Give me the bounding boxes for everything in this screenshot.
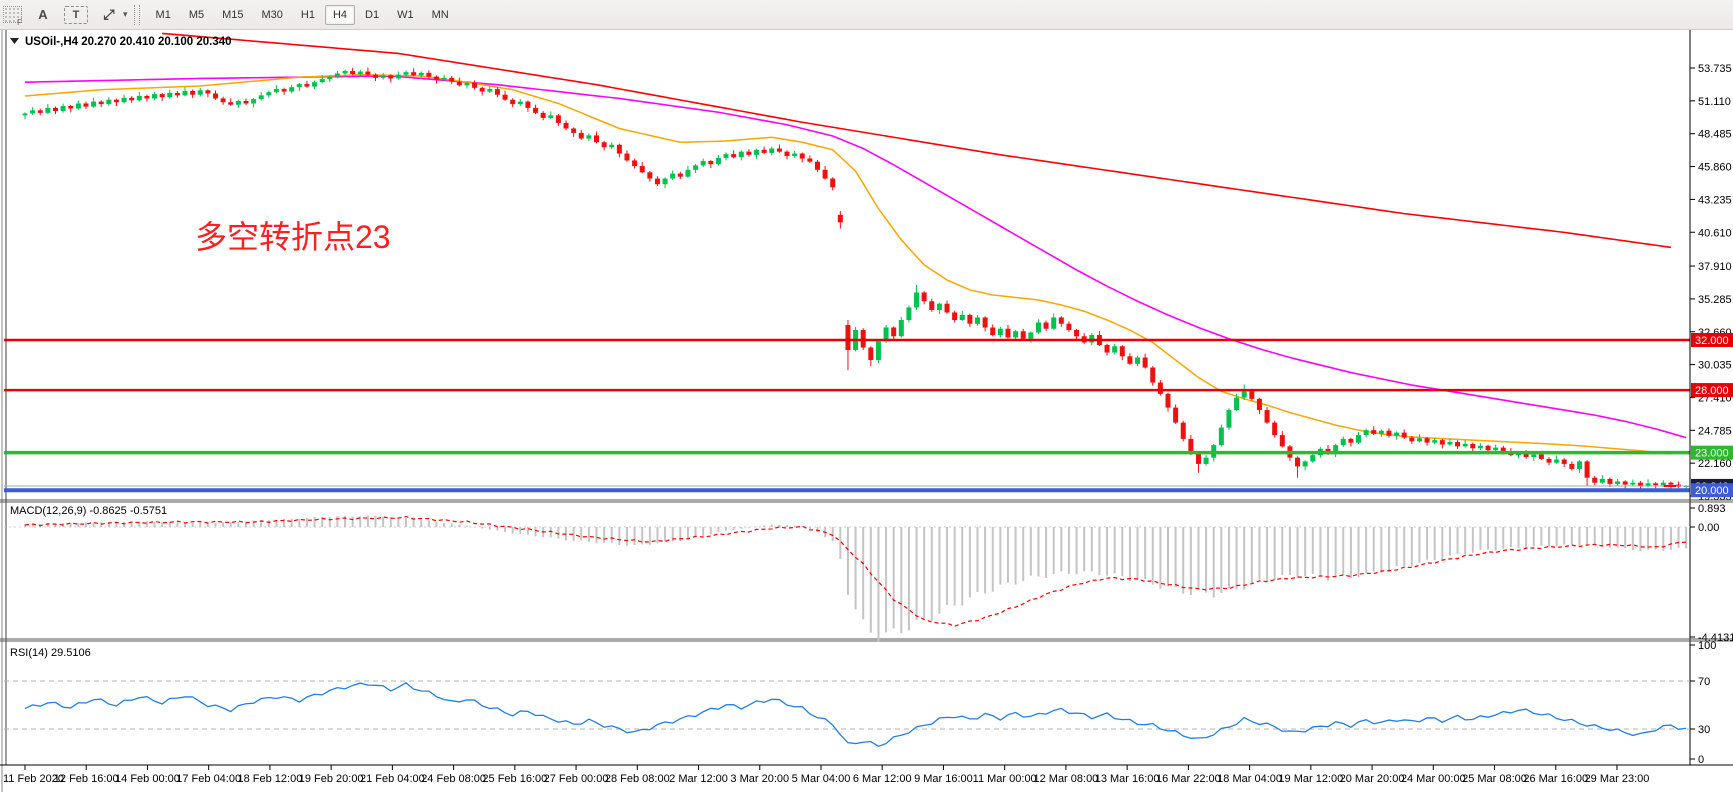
time-tick-label: 29 Mar 23:00 [1585,773,1650,785]
svg-text:24.785: 24.785 [1698,425,1732,437]
tf-button-W1[interactable]: W1 [397,8,414,21]
time-tick-label: 21 Feb 04:00 [360,773,425,785]
time-tick-label: 12 Mar 08:00 [1033,773,1098,785]
toolbar-grip[interactable] [133,4,140,25]
price-axis: 53.735 51.110 48.485 45.860 43.235 40.610 37.9… [1689,30,1733,765]
time-tick-label: 19 Mar 12:00 [1278,773,1343,785]
time-tick-label: 28 Feb 08:00 [605,773,670,785]
toolbar: F A T ⤢ ▾ M1 M5 M15 M30 H1 H4 D1 W1 MN [0,0,1733,30]
rsi-label: RSI(14) 29.5106 [10,647,91,659]
time-tick-label: 12 Feb 16:00 [54,773,119,785]
hline-axis-label: 32.000 [1695,335,1729,347]
time-tick-label: 14 Feb 00:00 [115,773,180,785]
time-tick-label: 18 Feb 12:00 [237,773,302,785]
annotation-text[interactable]: 多空转折点23 [195,219,391,255]
svg-text:30: 30 [1698,724,1710,736]
time-tick-label: 20 Mar 20:00 [1340,773,1405,785]
hline-axis-label: 20.000 [1695,485,1729,497]
cursor-arrows-icon[interactable]: ⤢ [103,6,115,22]
time-tick-label: 25 Mar 08:00 [1462,773,1527,785]
ma-red-line [162,32,1672,249]
svg-text:0: 0 [1698,754,1704,766]
time-tick-label: 25 Feb 16:00 [482,773,547,785]
time-tick-label: 2 Mar 12:00 [669,773,728,785]
tf-button-M30[interactable]: M30 [261,8,283,21]
tf-button-H1[interactable]: H1 [300,8,315,21]
svg-text:45.860: 45.860 [1698,162,1732,174]
font-a-icon[interactable]: A [38,7,48,22]
svg-text:30.035: 30.035 [1698,360,1732,372]
grip-f-icon[interactable]: F [3,6,22,27]
tf-button-MN[interactable]: MN [431,8,449,21]
time-tick-label: 27 Feb 00:00 [544,773,609,785]
svg-text:37.910: 37.910 [1698,261,1732,273]
chart-canvas[interactable]: 多空转折点23 USOil-,H4 20.270 20.410 20.100 20… [0,30,1733,792]
tf-button-M1[interactable]: M1 [155,8,171,21]
time-tick-label: 9 Mar 16:00 [914,773,973,785]
tf-button-D1[interactable]: D1 [365,8,380,21]
candles-layer [22,67,1689,489]
time-tick-label: 3 Mar 20:00 [730,773,789,785]
tf-button-M5[interactable]: M5 [188,8,205,21]
svg-text:USOil-,H4 20.270 20.410 20.10: USOil-,H4 20.270 20.410 20.100 20.340 [25,36,232,48]
time-tick-label: 17 Feb 04:00 [176,773,241,785]
svg-text:40.610: 40.610 [1698,227,1732,239]
time-tick-label: 24 Mar 00:00 [1401,773,1466,785]
svg-text:48.485: 48.485 [1698,129,1732,141]
svg-text:100: 100 [1698,640,1716,652]
svg-text:0.893: 0.893 [1698,503,1726,515]
time-tick-label: 26 Mar 16:00 [1523,773,1588,785]
timeframe-bar: M1 M5 M15 M30 H1 H4 D1 W1 MN [146,4,457,25]
svg-text:70: 70 [1698,676,1710,688]
svg-text:0.00: 0.00 [1698,522,1719,534]
time-tick-label: 11 Feb 2020 [3,773,64,785]
svg-text:-4.4131: -4.4131 [1698,632,1733,644]
rsi-pane: RSI(14) 29.5106 100 70 30 0 [4,640,1716,766]
time-tick-label: 16 Mar 22:00 [1156,773,1221,785]
time-tick-label: 13 Mar 16:00 [1095,773,1160,785]
svg-text:43.235: 43.235 [1698,194,1732,206]
time-tick-label: 19 Feb 20:00 [299,773,364,785]
time-tick-label: 11 Mar 00:00 [973,773,1037,785]
time-tick-label: 5 Mar 04:00 [792,773,851,785]
chart-window[interactable]: 多空转折点23 USOil-,H4 20.270 20.410 20.100 20… [0,30,1733,792]
hline-axis-label: 28.000 [1695,385,1729,397]
chart-title: USOil-,H4 20.270 20.410 20.100 20.340 [10,36,232,48]
text-label-icon[interactable]: T [64,5,88,24]
tf-button-M15[interactable]: M15 [222,8,244,21]
time-tick-label: 6 Mar 12:00 [853,773,912,785]
macd-pane: MACD(12,26,9) -0.8625 -0.5751 0.893 0.00 -4… [4,503,1733,644]
svg-text:53.735: 53.735 [1698,63,1732,75]
macd-label: MACD(12,26,9) -0.8625 -0.5751 [10,505,167,517]
hline-axis-label: 23.000 [1695,448,1729,460]
svg-text:22.160: 22.160 [1698,458,1732,470]
time-tick-label: 24 Feb 08:00 [421,773,486,785]
svg-text:35.285: 35.285 [1698,294,1732,306]
dropdown-caret-icon[interactable]: ▾ [123,9,128,19]
svg-text:51.110: 51.110 [1698,96,1731,108]
tf-button-H4[interactable]: H4 [324,4,356,25]
time-tick-label: 18 Mar 04:00 [1217,773,1282,785]
